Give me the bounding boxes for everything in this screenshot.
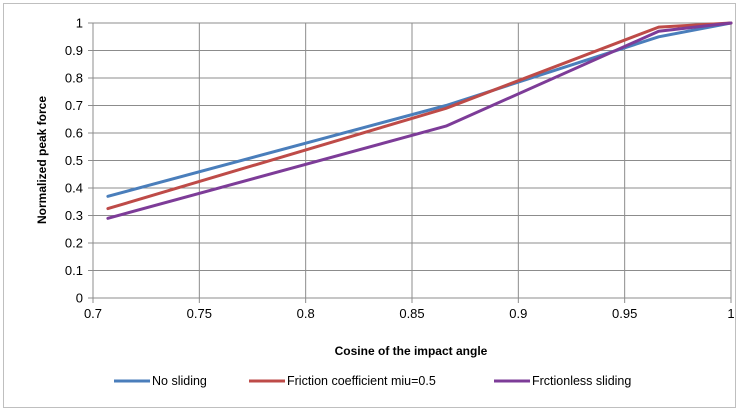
x-tick-label: 0.9 [509, 306, 527, 321]
x-tick-label: 0.7 [84, 306, 102, 321]
x-tick-label: 0.8 [297, 306, 315, 321]
y-tick-labels: 0 0.1 0.2 0.3 0.4 0.5 0.6 0.7 0.8 0.9 1 [65, 16, 83, 306]
chart-frame [3, 3, 736, 408]
series-line-2 [106, 21, 733, 211]
x-tick-label: 0.85 [399, 306, 424, 321]
y-tick-label: 0.1 [65, 263, 83, 278]
y-tick-label: 0 [76, 291, 83, 306]
x-tick-label: 0.95 [612, 306, 637, 321]
x-axis-title: Cosine of the impact angle [335, 344, 488, 358]
series-line-3 [106, 21, 733, 220]
grid-lines [93, 22, 732, 298]
y-tick-label: 0.8 [65, 71, 83, 86]
x-tick-label: 0.75 [187, 306, 212, 321]
legend-label-3: Frctionless sliding [532, 374, 631, 388]
y-tick-label: 0.9 [65, 43, 83, 58]
y-tick-label: 0.3 [65, 208, 83, 223]
y-axis-title: Normalized peak force [35, 96, 49, 224]
legend: No sliding Friction coefficient miu=0.5 Fr… [114, 374, 631, 388]
y-tick-label: 0.7 [65, 98, 83, 113]
data-series [106, 21, 733, 220]
x-tick-label: 1 [727, 306, 734, 321]
y-tick-label: 0.4 [65, 181, 83, 196]
legend-label-2: Friction coefficient miu=0.5 [287, 374, 436, 388]
legend-label-1: No sliding [152, 374, 207, 388]
y-tick-label: 0.6 [65, 126, 83, 141]
y-tick-label: 0.5 [65, 153, 83, 168]
y-tick-label: 1 [76, 16, 83, 31]
y-tick-label: 0.2 [65, 236, 83, 251]
series-line-1 [106, 21, 733, 198]
axes [88, 22, 732, 303]
x-tick-labels: 0.7 0.75 0.8 0.85 0.9 0.95 1 [84, 306, 735, 321]
